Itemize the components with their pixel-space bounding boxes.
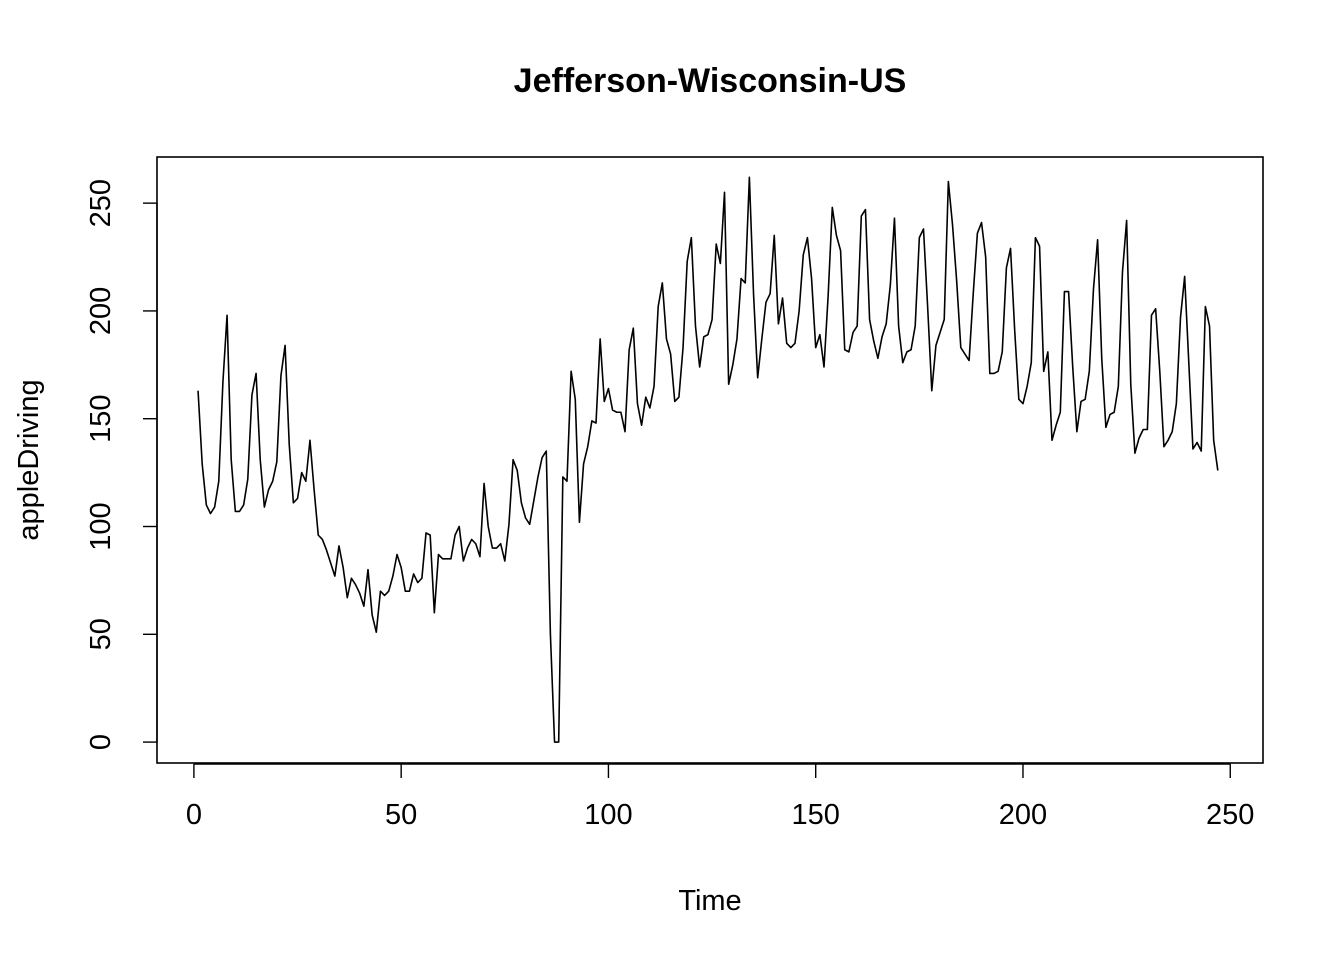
chart-title: Jefferson-Wisconsin-US bbox=[514, 62, 907, 100]
y-axis-label: appleDriving bbox=[13, 379, 45, 540]
series-line bbox=[197, 176, 1219, 743]
y-tick-label: 200 bbox=[85, 287, 117, 335]
y-tick-label: 50 bbox=[85, 618, 117, 650]
y-axis: 0 50 100 150 200 250 bbox=[85, 179, 158, 750]
y-tick-label: 100 bbox=[85, 502, 117, 550]
x-axis: 0 50 100 150 200 250 bbox=[186, 763, 1254, 831]
x-tick-label: 150 bbox=[792, 799, 840, 831]
x-tick-label: 100 bbox=[584, 799, 632, 831]
x-tick-label: 0 bbox=[186, 799, 202, 831]
x-tick-label: 200 bbox=[999, 799, 1047, 831]
y-tick-label: 0 bbox=[85, 734, 117, 750]
y-tick-label: 150 bbox=[85, 395, 117, 443]
x-tick-label: 50 bbox=[385, 799, 417, 831]
y-tick-label: 250 bbox=[85, 179, 117, 227]
x-tick-label: 250 bbox=[1206, 799, 1254, 831]
x-axis-label: Time bbox=[678, 885, 741, 917]
